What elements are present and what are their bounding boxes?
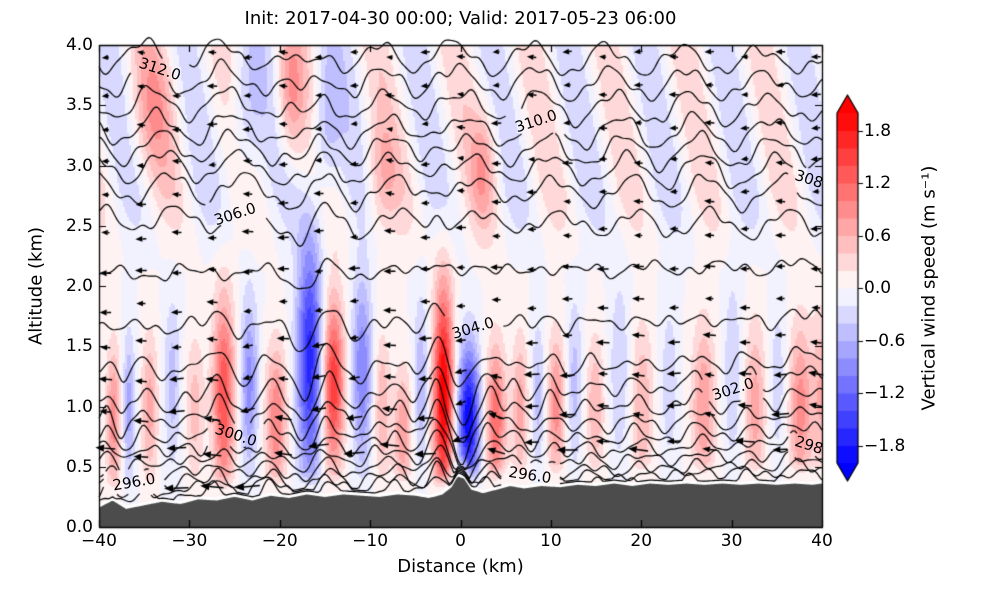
y-tick-label: 3.5	[65, 95, 93, 116]
x-tick-label: −10	[352, 531, 389, 551]
x-tick-label: 20	[630, 531, 653, 551]
colorbar-tick-label: 1.8	[864, 120, 892, 141]
y-tick-label: 1.5	[65, 336, 93, 357]
x-tick-label: 0	[455, 531, 466, 551]
y-tick-label: 0.0	[65, 517, 93, 537]
y-tick-label: 2.0	[65, 276, 93, 296]
x-tick-label: −30	[171, 531, 208, 551]
y-tick-label: 2.5	[65, 215, 93, 236]
colorbar-tick-label: 1.2	[864, 173, 892, 193]
colorbar-tick-label: −1.8	[864, 435, 906, 456]
x-tick-label: −20	[261, 531, 298, 551]
x-axis-label: Distance (km)	[397, 556, 524, 577]
colorbar-tick-label: 0.0	[864, 278, 892, 298]
y-tick-label: 1.0	[65, 396, 93, 417]
y-tick-label: 4.0	[65, 35, 93, 55]
y-tick-label: 3.0	[65, 155, 93, 176]
y-tick-label: 0.5	[65, 456, 93, 477]
x-tick-label: −40	[81, 531, 117, 551]
colorbar-tick-label: −1.2	[864, 383, 906, 403]
plot-title: Init: 2017-04-30 00:00; Valid: 2017-05-2…	[244, 8, 677, 29]
colorbar-label: Vertical wind speed (m s⁻¹)	[918, 165, 940, 411]
colorbar-tick-label: −0.6	[864, 330, 906, 351]
x-tick-label: 30	[720, 531, 743, 551]
x-tick-label: 10	[540, 531, 562, 551]
colorbar-tick-label: 0.6	[864, 225, 892, 246]
x-tick-label: 40	[811, 531, 833, 551]
